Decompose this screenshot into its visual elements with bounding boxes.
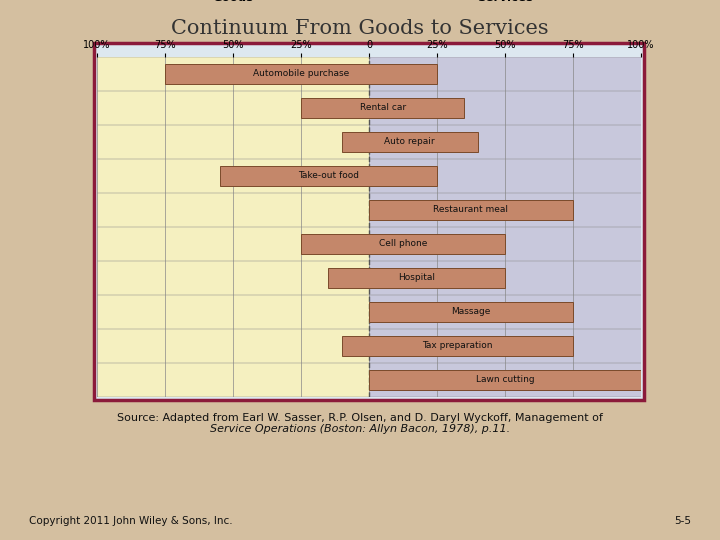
Bar (301, 98, 464, 118)
Text: Massage: Massage (451, 307, 490, 316)
Bar (220, 166, 437, 186)
Bar (369, 370, 641, 390)
Bar (369, 302, 573, 322)
Text: Source: Adapted from Earl W. Sasser, R.P. Olsen, and D. Daryl Wyckoff, Managemen: Source: Adapted from Earl W. Sasser, R.P… (117, 413, 603, 423)
Text: Services: Services (477, 0, 533, 4)
Text: Copyright 2011 John Wiley & Sons, Inc.: Copyright 2011 John Wiley & Sons, Inc. (29, 516, 233, 526)
Bar (369, 200, 573, 220)
Text: Continuum From Goods to Services: Continuum From Goods to Services (171, 19, 549, 38)
Bar (328, 268, 505, 288)
Text: 5-5: 5-5 (674, 516, 691, 526)
Bar (342, 132, 477, 152)
Text: Service Operations (Boston: Allyn Bacon, 1978), p.11.: Service Operations (Boston: Allyn Bacon,… (210, 424, 510, 434)
Bar (369, 57, 641, 397)
Bar (301, 234, 505, 254)
Text: Automobile purchase: Automobile purchase (253, 69, 349, 78)
Text: Restaurant meal: Restaurant meal (433, 205, 508, 214)
Text: Cell phone: Cell phone (379, 239, 427, 248)
Bar (97, 57, 369, 397)
Text: Goods: Goods (212, 0, 253, 4)
Text: Hospital: Hospital (398, 273, 435, 282)
Text: Rental car: Rental car (359, 103, 405, 112)
Text: Take-out food: Take-out food (298, 171, 359, 180)
Bar (165, 64, 437, 84)
Text: Auto repair: Auto repair (384, 137, 435, 146)
Text: Tax preparation: Tax preparation (422, 341, 492, 350)
Bar (342, 336, 573, 356)
Text: Lawn cutting: Lawn cutting (476, 375, 534, 384)
